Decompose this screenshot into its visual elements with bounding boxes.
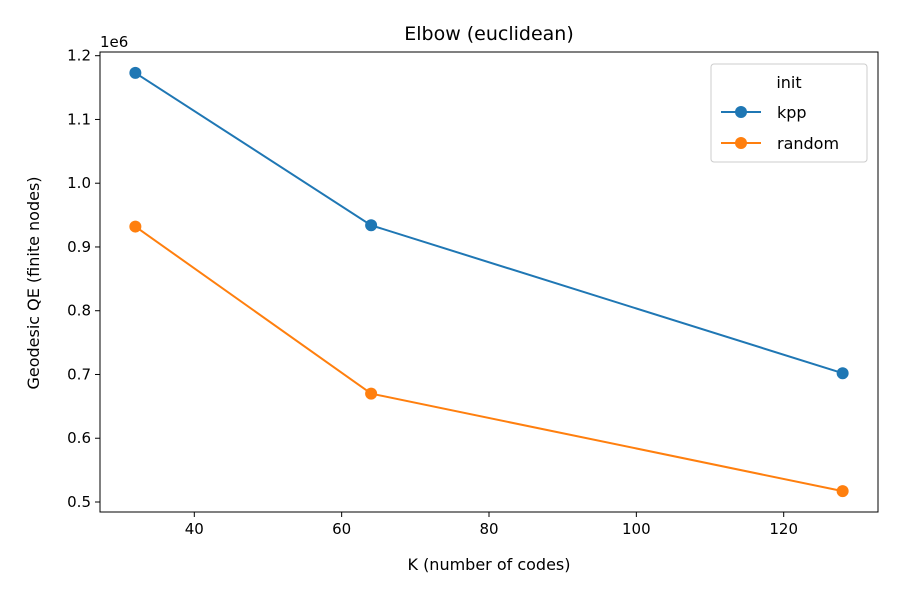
x-tick-label: 100 bbox=[622, 520, 651, 538]
legend-box bbox=[710, 63, 868, 163]
data-point-kpp bbox=[129, 66, 142, 79]
legend: init kpp random bbox=[710, 63, 868, 163]
legend-marker-random bbox=[735, 137, 747, 149]
y-tick-label: 0.9 bbox=[67, 238, 91, 256]
y-tick-label: 0.6 bbox=[67, 429, 91, 447]
y-tick-label: 1.2 bbox=[67, 47, 91, 65]
y-tick-label: 0.7 bbox=[67, 365, 91, 383]
legend-label-kpp: kpp bbox=[777, 103, 807, 122]
legend-label-random: random bbox=[777, 134, 839, 153]
chart-title: Elbow (euclidean) bbox=[404, 23, 574, 45]
series-line-random bbox=[134, 225, 843, 493]
y-tick-label: 1.0 bbox=[67, 174, 91, 192]
y-axis-label: Geodesic QE (finite nodes) bbox=[24, 176, 43, 389]
x-tick-label: 40 bbox=[185, 520, 204, 538]
y-tick-label: 0.8 bbox=[67, 302, 91, 320]
data-point-random bbox=[129, 220, 142, 233]
data-point-random bbox=[365, 387, 378, 400]
legend-marker-kpp bbox=[735, 106, 747, 118]
data-point-kpp bbox=[365, 219, 378, 232]
x-axis-label: K (number of codes) bbox=[407, 555, 570, 574]
plot-area: 40 60 80 100 120 0.5 0.6 0.7 0.8 0.9 1.0 1.1 1.2 bbox=[67, 47, 879, 538]
legend-title: init bbox=[776, 73, 801, 92]
data-point-kpp bbox=[836, 367, 849, 380]
data-point-random bbox=[836, 485, 849, 498]
y-tick-label: 1.1 bbox=[67, 110, 91, 128]
x-tick-label: 60 bbox=[332, 520, 351, 538]
y-tick-label: 0.5 bbox=[67, 493, 91, 511]
x-tick-label: 80 bbox=[479, 520, 498, 538]
x-tick-label: 120 bbox=[769, 520, 798, 538]
y-offset-label: 1e6 bbox=[100, 33, 128, 51]
